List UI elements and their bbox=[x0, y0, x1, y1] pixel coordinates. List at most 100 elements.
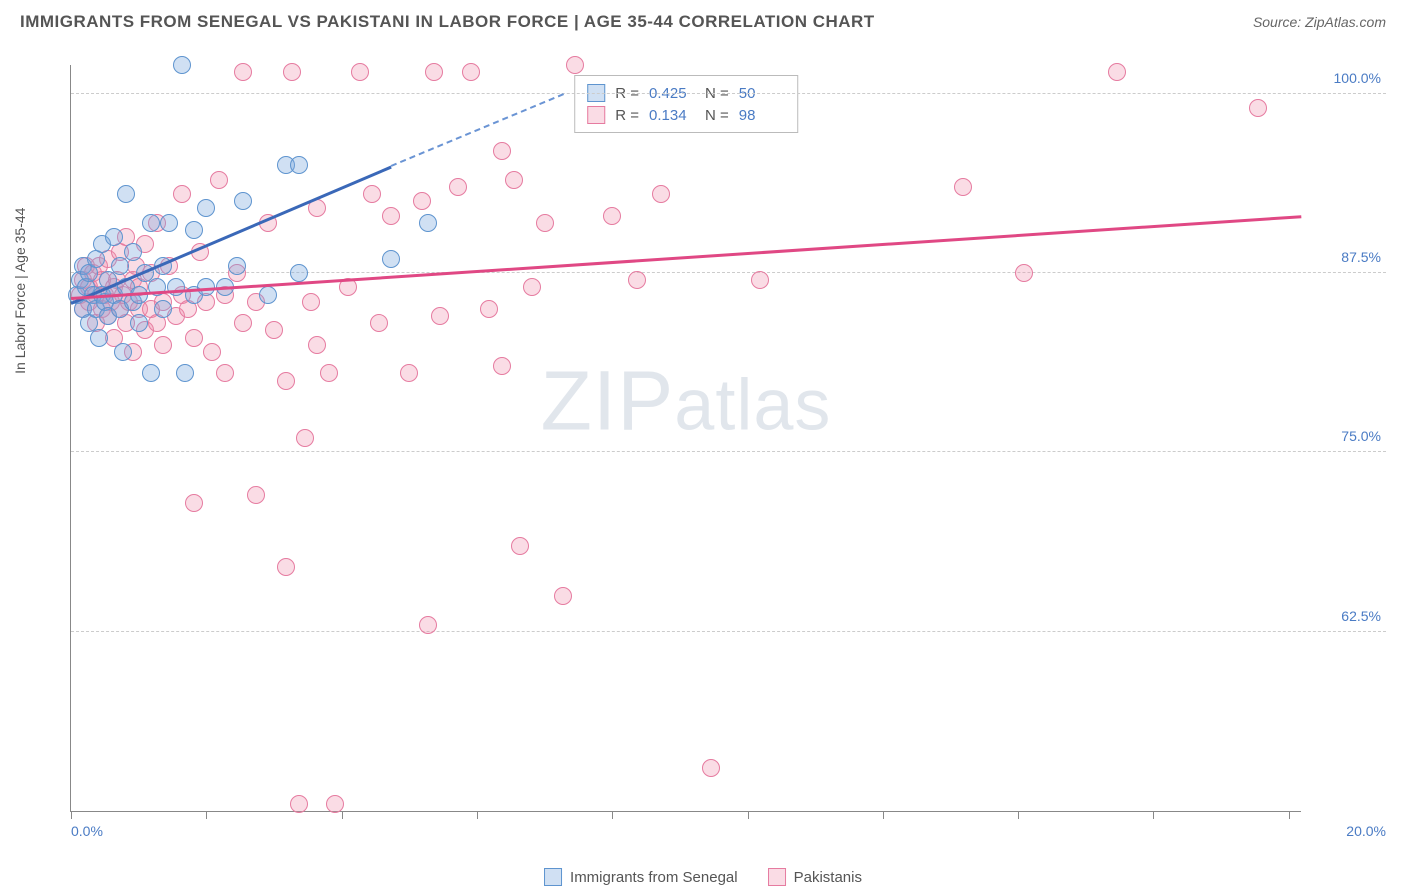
data-point bbox=[234, 314, 252, 332]
data-point bbox=[363, 185, 381, 203]
watermark-suffix: atlas bbox=[674, 365, 831, 445]
gridline bbox=[71, 451, 1386, 452]
data-point bbox=[142, 214, 160, 232]
data-point bbox=[114, 343, 132, 361]
data-point bbox=[954, 178, 972, 196]
data-point bbox=[326, 795, 344, 813]
x-axis-min-label: 0.0% bbox=[71, 823, 103, 839]
data-point bbox=[105, 228, 123, 246]
data-point bbox=[228, 257, 246, 275]
data-point bbox=[265, 321, 283, 339]
data-point bbox=[277, 372, 295, 390]
data-point bbox=[90, 329, 108, 347]
x-tick bbox=[612, 811, 613, 819]
n-value: 98 bbox=[739, 107, 785, 124]
x-tick bbox=[206, 811, 207, 819]
data-point bbox=[1249, 99, 1267, 117]
watermark-prefix: ZIP bbox=[541, 353, 675, 447]
data-point bbox=[320, 364, 338, 382]
data-point bbox=[511, 537, 529, 555]
data-point bbox=[185, 221, 203, 239]
stats-row: R = 0.134 N = 98 bbox=[587, 104, 785, 126]
correlation-stats-box: R =0.425N =50R =0.134N =98 bbox=[574, 75, 798, 133]
r-value: 0.134 bbox=[649, 107, 695, 124]
data-point bbox=[160, 214, 178, 232]
plot-area: ZIPatlas R =0.425N =50R =0.134N =98 0.0%… bbox=[70, 65, 1301, 812]
data-point bbox=[505, 171, 523, 189]
gridline bbox=[71, 272, 1386, 273]
data-point bbox=[173, 56, 191, 74]
y-tick-label: 62.5% bbox=[1341, 608, 1381, 624]
data-point bbox=[203, 343, 221, 361]
data-point bbox=[449, 178, 467, 196]
legend-label: Immigrants from Senegal bbox=[570, 869, 738, 886]
data-point bbox=[493, 142, 511, 160]
watermark: ZIPatlas bbox=[541, 352, 832, 449]
data-point bbox=[283, 63, 301, 81]
data-point bbox=[480, 300, 498, 318]
data-point bbox=[1015, 264, 1033, 282]
data-point bbox=[382, 207, 400, 225]
data-point bbox=[536, 214, 554, 232]
data-point bbox=[130, 314, 148, 332]
data-point bbox=[751, 271, 769, 289]
data-point bbox=[234, 63, 252, 81]
data-point bbox=[197, 199, 215, 217]
data-point bbox=[400, 364, 418, 382]
x-tick bbox=[342, 811, 343, 819]
y-tick-label: 87.5% bbox=[1341, 249, 1381, 265]
data-point bbox=[425, 63, 443, 81]
data-point bbox=[419, 214, 437, 232]
data-point bbox=[111, 257, 129, 275]
legend-swatch bbox=[768, 868, 786, 886]
data-point bbox=[185, 494, 203, 512]
data-point bbox=[176, 364, 194, 382]
data-point bbox=[173, 185, 191, 203]
data-point bbox=[296, 429, 314, 447]
data-point bbox=[554, 587, 572, 605]
data-point bbox=[290, 156, 308, 174]
x-tick bbox=[748, 811, 749, 819]
source-attribution: Source: ZipAtlas.com bbox=[1253, 14, 1386, 30]
data-point bbox=[523, 278, 541, 296]
x-tick bbox=[477, 811, 478, 819]
legend-label: Pakistanis bbox=[794, 869, 862, 886]
data-point bbox=[493, 357, 511, 375]
data-point bbox=[462, 63, 480, 81]
data-point bbox=[351, 63, 369, 81]
data-point bbox=[154, 300, 172, 318]
y-axis-title: In Labor Force | Age 35-44 bbox=[12, 207, 28, 373]
data-point bbox=[419, 616, 437, 634]
data-point bbox=[566, 56, 584, 74]
data-point bbox=[167, 278, 185, 296]
x-tick bbox=[1289, 811, 1290, 819]
legend-item: Immigrants from Senegal bbox=[544, 868, 738, 886]
legend: Immigrants from Senegal Pakistanis bbox=[544, 868, 862, 886]
gridline bbox=[71, 631, 1386, 632]
x-tick bbox=[71, 811, 72, 819]
data-point bbox=[382, 250, 400, 268]
data-point bbox=[142, 364, 160, 382]
data-point bbox=[117, 185, 135, 203]
trend-line bbox=[71, 216, 1301, 300]
x-tick bbox=[1153, 811, 1154, 819]
data-point bbox=[216, 364, 234, 382]
series-swatch bbox=[587, 106, 605, 124]
data-point bbox=[702, 759, 720, 777]
data-point bbox=[259, 286, 277, 304]
data-point bbox=[210, 171, 228, 189]
legend-item: Pakistanis bbox=[768, 868, 862, 886]
data-point bbox=[154, 336, 172, 354]
n-label: N = bbox=[705, 107, 729, 124]
data-point bbox=[431, 307, 449, 325]
r-label: R = bbox=[615, 107, 639, 124]
trend-line-extension bbox=[390, 94, 563, 168]
data-point bbox=[628, 271, 646, 289]
data-point bbox=[370, 314, 388, 332]
data-point bbox=[302, 293, 320, 311]
data-point bbox=[652, 185, 670, 203]
chart-container: In Labor Force | Age 35-44 ZIPatlas R =0… bbox=[50, 55, 1386, 842]
y-tick-label: 75.0% bbox=[1341, 428, 1381, 444]
chart-title: IMMIGRANTS FROM SENEGAL VS PAKISTANI IN … bbox=[20, 12, 875, 32]
legend-swatch bbox=[544, 868, 562, 886]
